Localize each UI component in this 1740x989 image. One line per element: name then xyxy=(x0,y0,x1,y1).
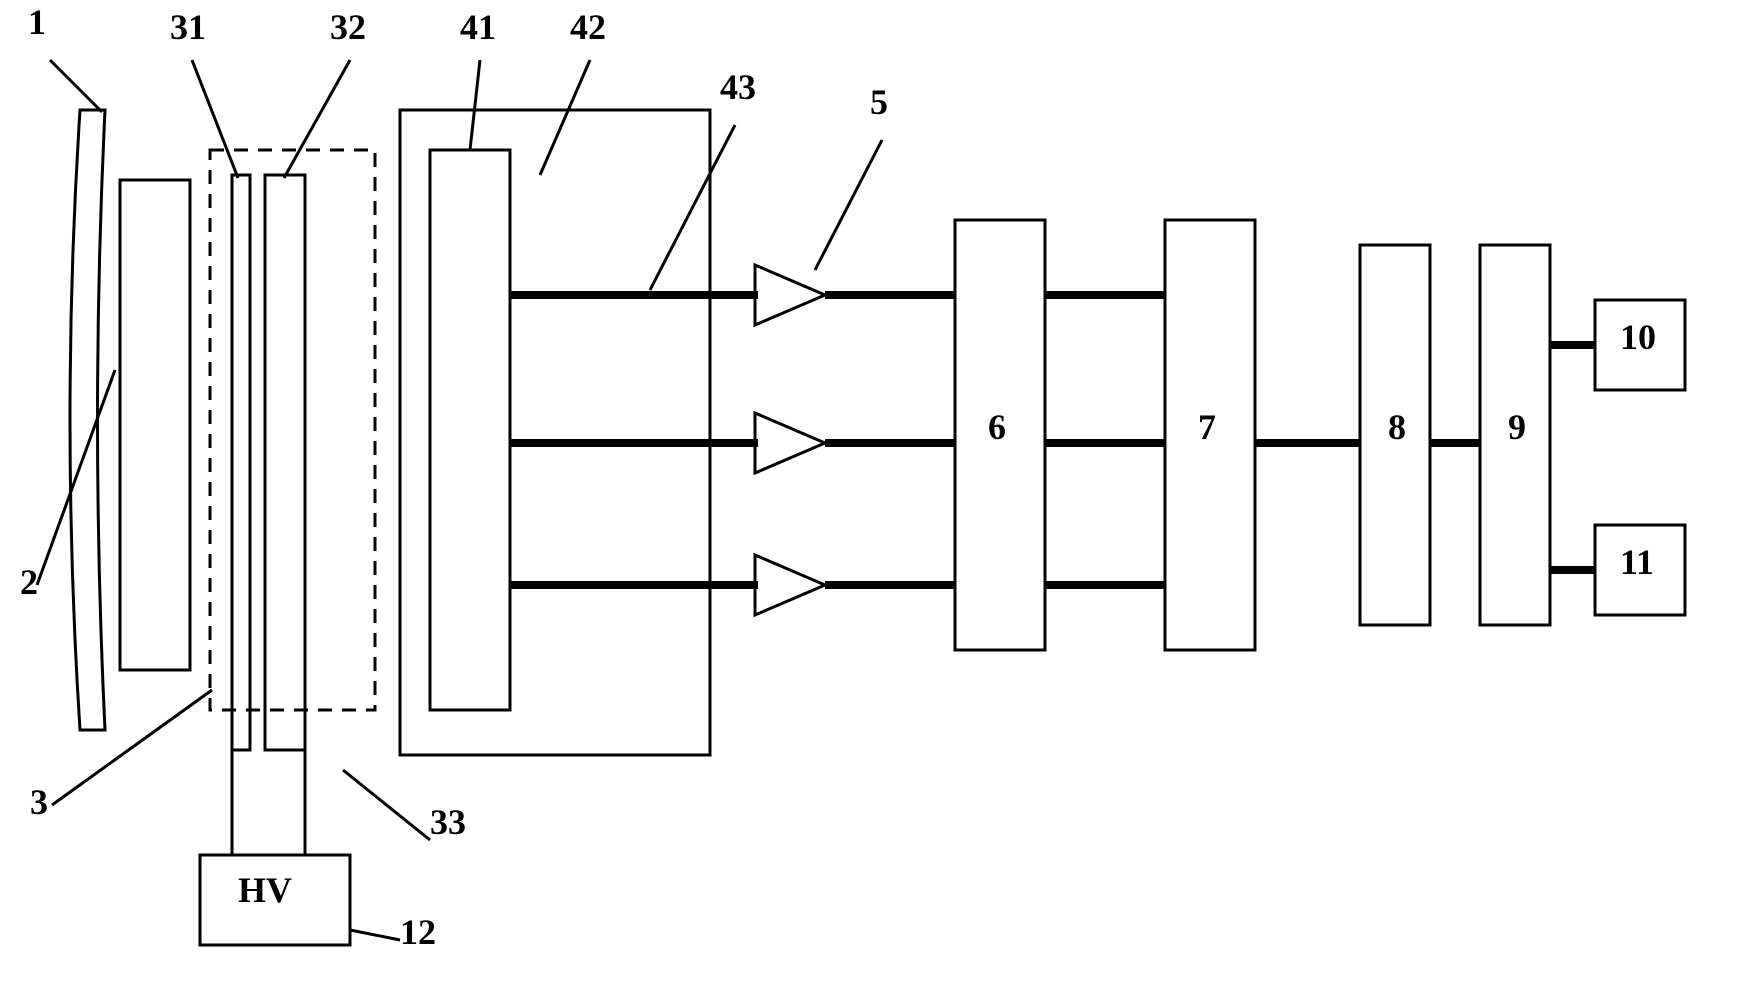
label-l1: 1 xyxy=(28,1,46,43)
label-l32: 32 xyxy=(330,6,366,48)
label-lHV: HV xyxy=(238,869,292,911)
label-l12: 12 xyxy=(400,911,436,953)
label-l2: 2 xyxy=(20,561,38,603)
label-l8: 8 xyxy=(1388,406,1406,448)
diagram-canvas xyxy=(0,0,1740,989)
label-l9: 9 xyxy=(1508,406,1526,448)
label-l43: 43 xyxy=(720,66,756,108)
label-l11: 11 xyxy=(1620,541,1654,583)
label-l33: 33 xyxy=(430,801,466,843)
label-l3: 3 xyxy=(30,781,48,823)
label-l31: 31 xyxy=(170,6,206,48)
label-l7: 7 xyxy=(1198,406,1216,448)
label-l6: 6 xyxy=(988,406,1006,448)
label-l41: 41 xyxy=(460,6,496,48)
label-l42: 42 xyxy=(570,6,606,48)
label-l10: 10 xyxy=(1620,316,1656,358)
label-l5: 5 xyxy=(870,81,888,123)
